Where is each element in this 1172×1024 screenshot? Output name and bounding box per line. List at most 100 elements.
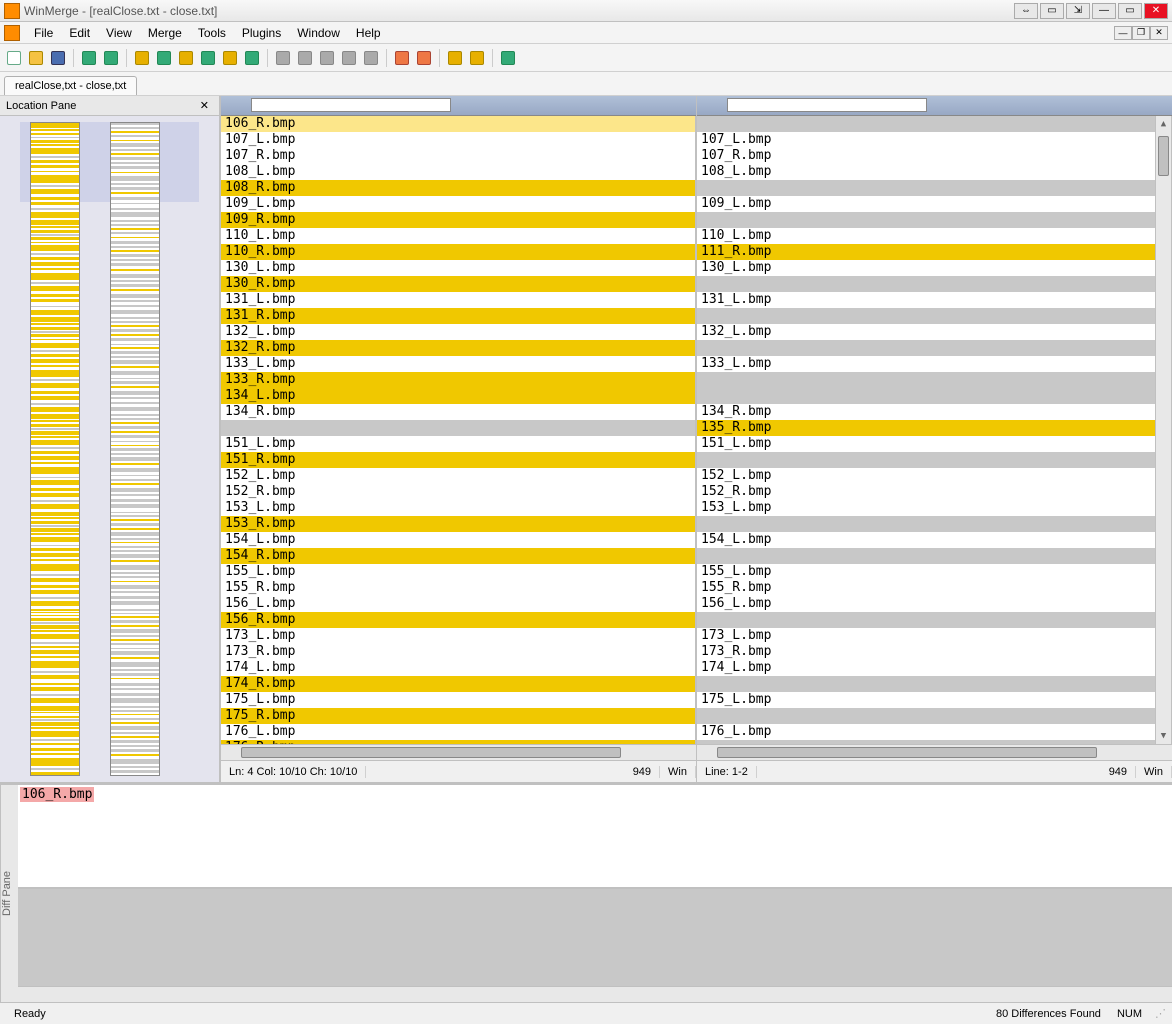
diff-line[interactable]: 110_L.bmp [221,228,695,244]
diff-line[interactable] [697,452,1155,468]
diff-icon[interactable] [132,48,152,68]
diff-line[interactable]: 134_R.bmp [697,404,1155,420]
diff-line[interactable]: 109_L.bmp [697,196,1155,212]
diff-line[interactable]: 110_L.bmp [697,228,1155,244]
detail-pane-bottom[interactable] [18,889,1172,987]
diff-line[interactable]: 151_L.bmp [221,436,695,452]
diff-line[interactable]: 132_L.bmp [221,324,695,340]
diff-line[interactable]: 130_L.bmp [221,260,695,276]
diff-line[interactable]: 156_R.bmp [221,612,695,628]
prev-diff-icon[interactable] [176,48,196,68]
diff-line[interactable]: 173_L.bmp [697,628,1155,644]
diff-line[interactable] [697,548,1155,564]
nav-first-icon[interactable] [273,48,293,68]
diff-line[interactable]: 107_L.bmp [697,132,1155,148]
left-pane-body[interactable]: 106_R.bmp107_L.bmp107_R.bmp108_L.bmp108_… [221,116,696,744]
diff-line[interactable]: 132_L.bmp [697,324,1155,340]
diff-line[interactable]: 151_L.bmp [697,436,1155,452]
menu-view[interactable]: View [98,24,140,42]
diff-line[interactable]: 135_R.bmp [697,420,1155,436]
diff-line[interactable]: 134_L.bmp [221,388,695,404]
diff-line[interactable]: 176_L.bmp [221,724,695,740]
curr-diff-icon[interactable] [242,48,262,68]
diff-line[interactable]: 108_L.bmp [221,164,695,180]
menu-help[interactable]: Help [348,24,389,42]
diff-line[interactable]: 156_L.bmp [697,596,1155,612]
diff-line[interactable]: 131_L.bmp [697,292,1155,308]
right-hscroll[interactable] [697,744,1172,760]
right-pane-body[interactable]: 107_L.bmp107_R.bmp108_L.bmp 109_L.bmp 110_… [697,116,1172,744]
diff-line[interactable] [697,276,1155,292]
diff-line[interactable]: 133_L.bmp [221,356,695,372]
all-right-icon[interactable] [445,48,465,68]
diff-line[interactable]: 134_R.bmp [221,404,695,420]
mdi-close[interactable]: ✕ [1150,26,1168,40]
left-hscroll[interactable] [221,744,696,760]
location-bar-left[interactable] [30,122,80,776]
diff-line[interactable]: 132_R.bmp [221,340,695,356]
diff-line[interactable]: 108_L.bmp [697,164,1155,180]
diff-line[interactable]: 110_R.bmp [221,244,695,260]
first-diff-icon[interactable] [154,48,174,68]
diff-line[interactable]: 173_R.bmp [697,644,1155,660]
diff-line[interactable]: 173_R.bmp [221,644,695,660]
diff-line[interactable]: 153_R.bmp [221,516,695,532]
open-icon[interactable] [26,48,46,68]
copy-left-icon[interactable] [414,48,434,68]
menu-file[interactable]: File [26,24,61,42]
menu-edit[interactable]: Edit [61,24,98,42]
menu-tools[interactable]: Tools [190,24,234,42]
diff-line[interactable]: 154_L.bmp [697,532,1155,548]
diff-line[interactable] [697,116,1155,132]
right-hscroll-thumb[interactable] [717,747,1097,758]
diff-line[interactable] [697,372,1155,388]
diff-line[interactable]: 155_R.bmp [221,580,695,596]
undo-icon[interactable] [79,48,99,68]
winbtn-extra3[interactable]: ⇲ [1066,3,1090,19]
diff-line[interactable]: 152_R.bmp [697,484,1155,500]
left-hscroll-thumb[interactable] [241,747,621,758]
next-diff-icon[interactable] [198,48,218,68]
diff-line[interactable]: 106_R.bmp [221,116,695,132]
diff-line[interactable]: 152_R.bmp [221,484,695,500]
diff-line[interactable]: 133_L.bmp [697,356,1155,372]
left-filename-box[interactable] [251,98,451,112]
diff-line[interactable]: 131_R.bmp [221,308,695,324]
diff-line[interactable]: 175_L.bmp [221,692,695,708]
winbtn-extra1[interactable]: ⇔ [1014,3,1038,19]
diff-line[interactable]: 109_R.bmp [221,212,695,228]
diff-line[interactable]: 154_R.bmp [221,548,695,564]
menu-merge[interactable]: Merge [140,24,190,42]
diff-line[interactable]: 175_R.bmp [221,708,695,724]
diff-line[interactable]: 152_L.bmp [697,468,1155,484]
scroll-down-arrow[interactable]: ▼ [1156,728,1171,744]
diff-line[interactable]: 131_L.bmp [221,292,695,308]
mdi-restore[interactable]: ❐ [1132,26,1150,40]
new-icon[interactable] [4,48,24,68]
scroll-up-arrow[interactable]: ▲ [1156,116,1171,132]
menu-app-icon[interactable] [4,25,20,41]
diff-line[interactable]: 156_L.bmp [221,596,695,612]
mdi-minimize[interactable]: — [1114,26,1132,40]
nav-prev-icon[interactable] [295,48,315,68]
diff-line[interactable]: 108_R.bmp [221,180,695,196]
menu-plugins[interactable]: Plugins [234,24,289,42]
diff-line[interactable]: 107_R.bmp [697,148,1155,164]
redo-icon[interactable] [101,48,121,68]
diff-line[interactable] [697,676,1155,692]
nav-last-icon[interactable] [339,48,359,68]
diff-line[interactable]: 176_L.bmp [697,724,1155,740]
nav-go-icon[interactable] [361,48,381,68]
menu-window[interactable]: Window [289,24,348,42]
diff-line[interactable]: 174_L.bmp [697,660,1155,676]
diff-line[interactable] [697,212,1155,228]
diff-line[interactable]: 107_R.bmp [221,148,695,164]
diff-line[interactable]: 152_L.bmp [221,468,695,484]
diff-line[interactable] [697,708,1155,724]
diff-line[interactable]: 151_R.bmp [221,452,695,468]
diff-line[interactable]: 133_R.bmp [221,372,695,388]
detail-pane-top[interactable]: 106_R.bmp [18,785,1172,889]
document-tab[interactable]: realClose,txt - close,txt [4,76,137,95]
refresh-icon[interactable] [498,48,518,68]
minimize-button[interactable]: — [1092,3,1116,19]
